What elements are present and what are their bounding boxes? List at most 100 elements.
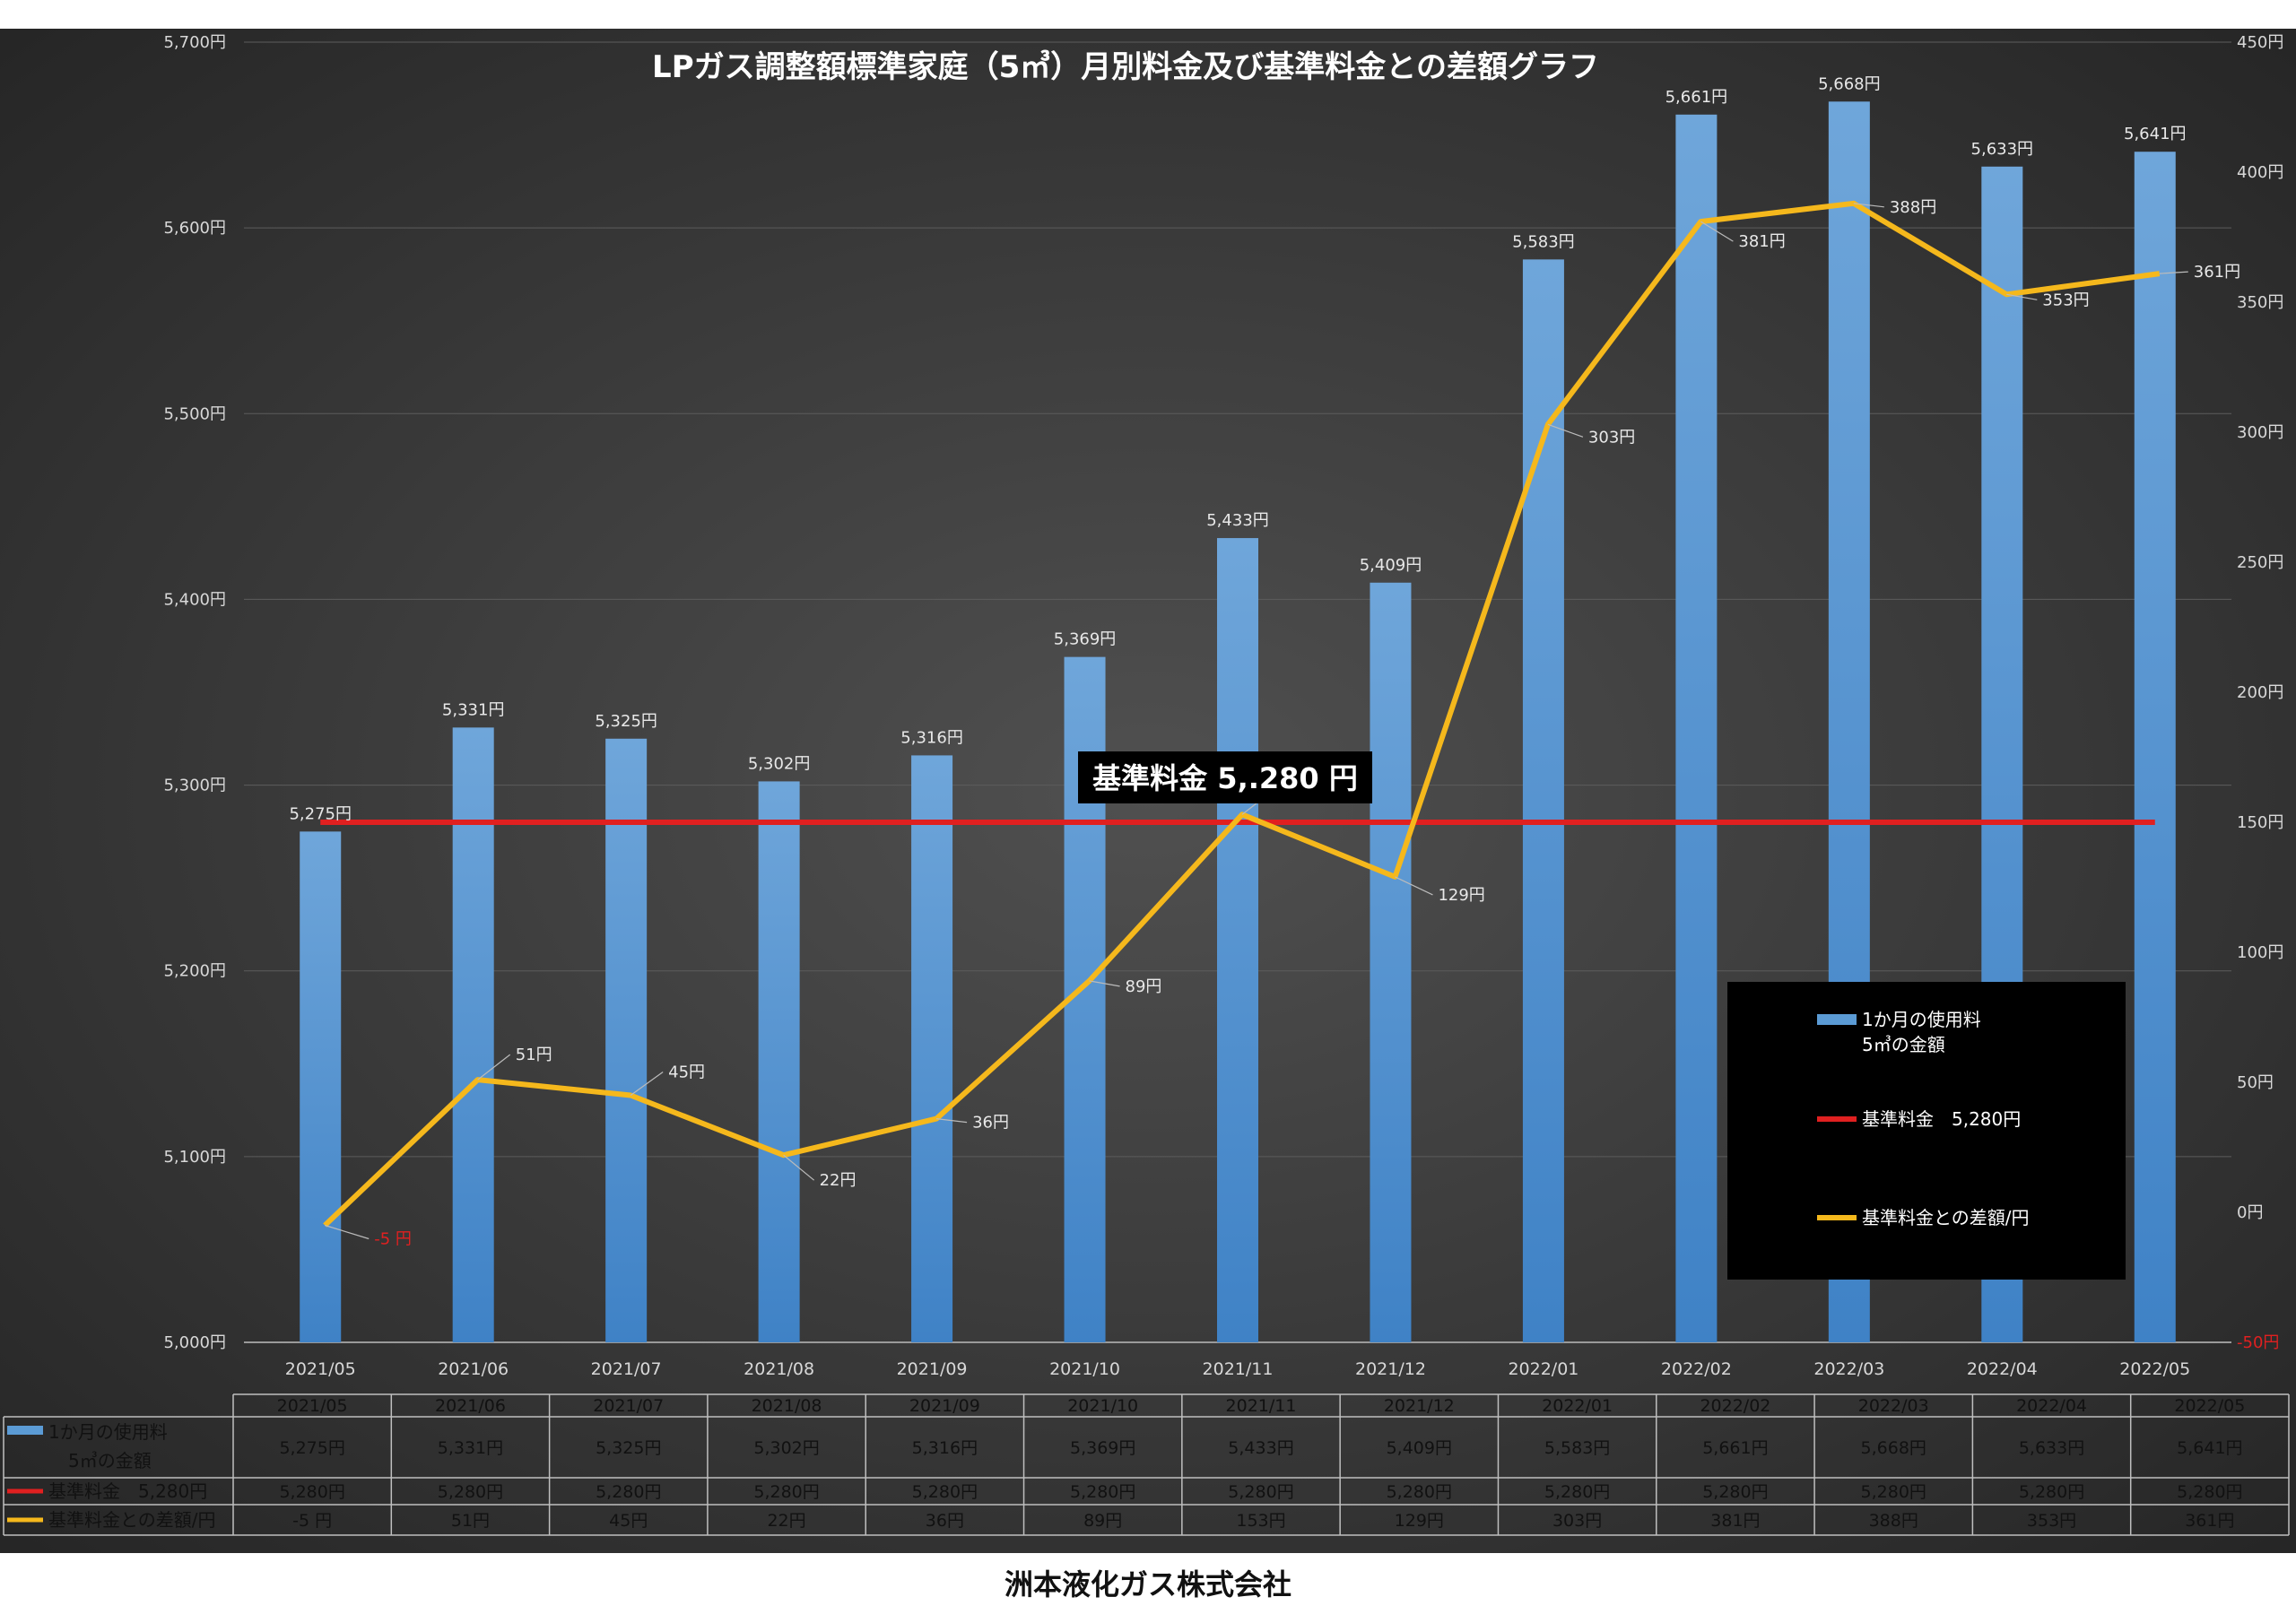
table-header-cell: 2022/05: [2174, 1396, 2245, 1416]
table-cell: 36円: [926, 1511, 964, 1531]
right-axis-tick-label: 0円: [2237, 1203, 2263, 1222]
table-cell: -5 円: [292, 1511, 332, 1531]
data-label-leader: [1395, 876, 1433, 896]
x-axis-tick-label: 2022/04: [1967, 1359, 2038, 1379]
data-label-leader: [2159, 271, 2188, 274]
table-cell: 5,280円: [596, 1482, 661, 1502]
table-cell: 51円: [451, 1511, 490, 1531]
bar: [452, 727, 494, 1342]
x-axis-tick-label: 2022/01: [1508, 1359, 1578, 1379]
table-cell: 5,280円: [2177, 1482, 2242, 1502]
legend-label: 1か月の使用料: [1862, 1009, 1981, 1030]
table-row-label: 基準料金 5,280円: [48, 1480, 207, 1502]
left-axis-tick-label: 5,700円: [163, 33, 226, 52]
line-data-label: 89円: [1126, 977, 1162, 996]
data-label-leader: [2006, 293, 2038, 300]
x-axis-tick-label: 2021/10: [1049, 1359, 1120, 1379]
legend-swatch: [1817, 1014, 1857, 1025]
table-cell: 5,316円: [912, 1438, 978, 1458]
x-axis-tick-label: 2021/09: [897, 1359, 968, 1379]
data-label-leader: [783, 1154, 814, 1181]
bar: [300, 831, 342, 1342]
bar: [2134, 152, 2176, 1343]
line-data-label: 36円: [972, 1114, 1009, 1133]
table-cell: 5,280円: [438, 1482, 503, 1502]
line-data-label: 361円: [2194, 263, 2240, 282]
table-cell: 5,583円: [1544, 1438, 1610, 1458]
line-data-label: 381円: [1738, 232, 1785, 251]
bar-data-label: 5,325円: [595, 712, 657, 731]
table-cell: 5,280円: [279, 1482, 344, 1502]
bar-data-label: 5,641円: [2124, 125, 2187, 143]
table-header-cell: 2021/07: [593, 1396, 664, 1416]
x-axis-tick-label: 2021/11: [1203, 1359, 1274, 1379]
line-data-label: 303円: [1588, 428, 1635, 447]
table-cell: 303円: [1552, 1511, 1602, 1531]
table-header-cell: 2021/06: [435, 1396, 506, 1416]
bar-data-label: 5,302円: [748, 754, 811, 773]
table-cell: 5,280円: [1228, 1482, 1293, 1502]
table-cell: 5,280円: [1387, 1482, 1452, 1502]
right-axis-tick-label: 100円: [2237, 943, 2283, 962]
bar-data-label: 5,331円: [442, 700, 505, 719]
x-axis-tick-label: 2022/03: [1813, 1359, 1884, 1379]
bar-data-label: 5,668円: [1818, 74, 1881, 93]
table-row-label: 基準料金との差額/円: [48, 1509, 216, 1531]
table-header-cell: 2021/11: [1226, 1396, 1297, 1416]
legend-box: [1727, 982, 2126, 1280]
axes: 5,000円 5,100円 5,200円 5,300円 5,400円 5,500円 5,60…: [163, 33, 2283, 1379]
line-data-label: 353円: [2042, 291, 2089, 309]
table-cell: 5,409円: [1387, 1438, 1452, 1458]
data-label-leader: [1700, 221, 1734, 242]
table-cell: 5,280円: [912, 1482, 978, 1502]
table-header-cell: 2021/10: [1067, 1396, 1138, 1416]
line-data-label: -5 円: [374, 1230, 412, 1249]
right-axis-tick-label: 450円: [2237, 33, 2283, 52]
table-cell: 5,302円: [753, 1438, 819, 1458]
x-axis-tick-label: 2021/05: [285, 1359, 356, 1379]
table-row-label: 1か月の使用料: [48, 1421, 168, 1443]
right-axis-tick-label: 400円: [2237, 163, 2283, 182]
data-label-leader: [936, 1118, 968, 1124]
right-axis-tick-label: 150円: [2237, 813, 2283, 832]
bar-data-label: 5,633円: [1971, 140, 2034, 159]
table-cell: 5,280円: [1544, 1482, 1610, 1502]
bar-data-label: 5,661円: [1665, 88, 1728, 107]
table-cell: 45円: [609, 1511, 648, 1531]
legend-label: 5㎥の金額: [1862, 1034, 1945, 1055]
table-cell: 5,661円: [1702, 1438, 1768, 1458]
x-axis-tick-label: 2021/12: [1355, 1359, 1426, 1379]
table-header-cell: 2021/08: [752, 1396, 822, 1416]
table-cell: 153円: [1236, 1511, 1285, 1531]
table-cell: 5,641円: [2177, 1438, 2242, 1458]
line-data-label: 388円: [1890, 198, 1936, 217]
bar-data-label: 5,409円: [1360, 556, 1422, 575]
x-axis-tick-label: 2022/02: [1661, 1359, 1732, 1379]
table-cell: 5,280円: [1702, 1482, 1768, 1502]
table-header-cell: 2021/09: [909, 1396, 980, 1416]
table-cell: 353円: [2027, 1511, 2076, 1531]
table-header-cell: 2021/12: [1384, 1396, 1455, 1416]
data-table: 2021/05 2021/06 2021/07 2021/08 2021/09 2021/…: [3, 1393, 2290, 1536]
left-axis-tick-label: 5,500円: [163, 404, 226, 423]
bar-data-label: 5,433円: [1206, 511, 1269, 530]
table-legend-swatch: [7, 1426, 43, 1435]
table-cell: 5,280円: [1861, 1482, 1926, 1502]
table-cell: 388円: [1869, 1511, 1918, 1531]
line-data-label: 22円: [820, 1171, 857, 1190]
x-axis-tick-label: 2021/07: [591, 1359, 662, 1379]
data-label-leader: [477, 1054, 511, 1081]
data-label-leader: [1089, 980, 1120, 987]
annotation: 基準料金 5,.280 円: [1078, 751, 1372, 803]
x-axis-tick-label: 2021/06: [438, 1359, 509, 1379]
right-axis-tick-label: 350円: [2237, 293, 2283, 312]
table-cell: 22円: [767, 1511, 805, 1531]
table-cell: 5,331円: [438, 1438, 503, 1458]
bar: [1675, 114, 1718, 1342]
line-data-label: 51円: [516, 1046, 552, 1064]
bar-data-label: 5,583円: [1512, 232, 1575, 251]
bar: [911, 755, 953, 1342]
x-axis-tick-label: 2022/05: [2119, 1359, 2190, 1379]
data-label-leader: [1547, 423, 1584, 438]
table-header-cell: 2022/04: [2016, 1396, 2087, 1416]
